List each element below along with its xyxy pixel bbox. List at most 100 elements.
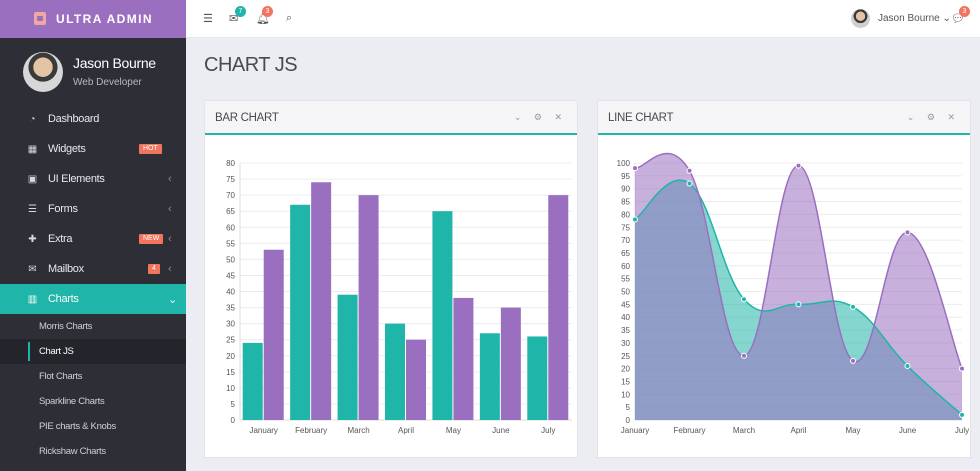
- search-icon[interactable]: ⌕: [286, 12, 293, 24]
- submenu-item[interactable]: Sparkline Charts: [39, 396, 105, 407]
- mail-icon[interactable]: ✉: [229, 13, 239, 25]
- data-point: [741, 296, 747, 303]
- panel-tools[interactable]: ⌄ ⚙ ✕: [906, 112, 960, 122]
- sidebar-item-label: UI Elements: [48, 173, 105, 185]
- data-point: [741, 352, 747, 359]
- sidebar-item-label: Dashboard: [48, 113, 100, 125]
- y-tick-label: 50: [621, 288, 630, 297]
- sliders-icon: ☰: [28, 203, 37, 215]
- sidebar-item-forms[interactable]: ☰ Forms ‹: [0, 194, 186, 224]
- bar: [358, 195, 379, 420]
- panel-title: BAR CHART: [215, 112, 279, 124]
- bar-chart: 0 5 10 15 20 25 30 35 40 45 50 55 60 65 70 75 80 January F…: [226, 159, 572, 435]
- sidebar-item-label: Forms: [48, 203, 78, 215]
- submenu-item[interactable]: Morris Charts: [39, 321, 93, 332]
- data-point: [959, 411, 965, 418]
- bar: [311, 182, 332, 420]
- user-menu[interactable]: Jason Bourne ⌄: [878, 13, 951, 24]
- avatar[interactable]: [23, 52, 63, 92]
- x-tick-label: March: [733, 426, 755, 435]
- y-tick-label: 10: [226, 384, 235, 393]
- menu-badge: HOT: [139, 144, 162, 154]
- briefcase-icon: ▣: [27, 173, 38, 185]
- menu-badge: 4: [148, 264, 160, 274]
- data-point: [959, 365, 965, 372]
- y-tick-label: 45: [226, 271, 235, 280]
- panel-header: LINE CHART ⌄ ⚙ ✕: [598, 101, 970, 135]
- sidebar-item-charts[interactable]: ▥ Charts ⌄: [0, 284, 186, 314]
- sidebar-menu: ◔ Dashboard ▦ Widgets HOT ▣ UI Elements ‹ ☰ Forms…: [0, 104, 186, 464]
- envelope-icon: ✉: [28, 263, 37, 275]
- sidebar-item-dashboard[interactable]: ◔ Dashboard: [0, 104, 186, 134]
- sidebar-item-mailbox[interactable]: ✉ Mailbox 4 ‹: [0, 254, 186, 284]
- y-tick-label: 5: [626, 403, 631, 412]
- x-tick-label: January: [621, 426, 649, 435]
- y-tick-label: 0: [231, 416, 236, 425]
- hamburger-icon[interactable]: ☰: [203, 13, 213, 25]
- bar: [290, 204, 311, 420]
- data-point: [795, 162, 802, 169]
- data-point: [632, 216, 638, 223]
- bar: [453, 297, 474, 420]
- chevron-icon: ⌄: [168, 293, 178, 306]
- area-fill: [635, 153, 962, 420]
- y-tick-label: 25: [226, 336, 235, 345]
- bar: [263, 249, 284, 420]
- chevron-icon: ‹: [168, 263, 172, 275]
- y-tick-label: 70: [621, 236, 630, 245]
- x-tick-label: June: [492, 426, 510, 435]
- y-tick-label: 15: [226, 368, 235, 377]
- profile-name[interactable]: Jason Bourne: [73, 55, 156, 71]
- y-tick-label: 35: [621, 326, 630, 335]
- profile: Jason Bourne Web Developer: [0, 38, 186, 104]
- x-tick-label: April: [790, 426, 806, 435]
- brand-bar: ULTRA ADMIN: [0, 0, 186, 38]
- x-tick-label: April: [398, 426, 414, 435]
- x-tick-label: February: [673, 426, 705, 435]
- sidebar-item-extra[interactable]: ✚ Extra NEW ‹: [0, 224, 186, 254]
- chat-badge: 3: [959, 6, 970, 17]
- sidebar-item-ui-elements[interactable]: ▣ UI Elements ‹: [0, 164, 186, 194]
- x-tick-label: July: [541, 426, 555, 435]
- brand-name[interactable]: ULTRA ADMIN: [56, 12, 153, 26]
- x-tick-label: June: [899, 426, 917, 435]
- y-tick-label: 20: [226, 352, 235, 361]
- panel-tools[interactable]: ⌄ ⚙ ✕: [513, 112, 567, 122]
- dashboard-icon: ◔: [29, 113, 36, 125]
- y-tick-label: 20: [621, 365, 630, 374]
- data-point: [904, 229, 911, 236]
- y-tick-label: 40: [226, 288, 235, 297]
- sidebar-item-label: Mailbox: [48, 263, 84, 275]
- x-tick-label: May: [446, 426, 461, 435]
- bar: [406, 339, 426, 420]
- line-chart-panel: LINE CHART ⌄ ⚙ ✕ 0 5 10 15 20 25 30 35 40 45 50 55 6…: [597, 100, 971, 458]
- bell-badge: 3: [262, 6, 273, 17]
- page-title: CHART JS: [204, 54, 298, 76]
- bar: [242, 342, 263, 420]
- charts-submenu: Morris Charts Chart JS Flot Charts Sparklin…: [0, 314, 186, 464]
- bar-chart-icon: ▥: [27, 293, 38, 305]
- y-tick-label: 25: [621, 352, 630, 361]
- data-point: [795, 301, 802, 308]
- submenu-item[interactable]: PIE charts & Knobs: [39, 421, 116, 432]
- grid-icon: ▦: [27, 143, 38, 155]
- topbar: ☰ ✉ 7 🔔︎ 3 ⌕ Jason Bourne ⌄ 💬︎ 3: [186, 0, 980, 38]
- y-tick-label: 10: [621, 390, 630, 399]
- y-tick-label: 70: [226, 191, 235, 200]
- submenu-item[interactable]: Rickshaw Charts: [39, 446, 106, 457]
- mail-badge: 7: [235, 6, 246, 17]
- y-tick-label: 60: [226, 223, 235, 232]
- bar: [500, 307, 521, 420]
- bar: [548, 195, 569, 420]
- sidebar-item-label: Extra: [48, 233, 73, 245]
- logo-icon: [34, 12, 46, 25]
- submenu-item[interactable]: Flot Charts: [39, 371, 83, 382]
- data-point: [850, 357, 856, 364]
- bar: [527, 336, 548, 420]
- y-tick-label: 30: [621, 339, 630, 348]
- bar: [432, 211, 453, 420]
- user-avatar[interactable]: [851, 9, 870, 28]
- submenu-item[interactable]: Chart JS: [0, 339, 186, 364]
- sidebar-item-label: Charts: [48, 293, 79, 305]
- sidebar-item-widgets[interactable]: ▦ Widgets HOT: [0, 134, 186, 164]
